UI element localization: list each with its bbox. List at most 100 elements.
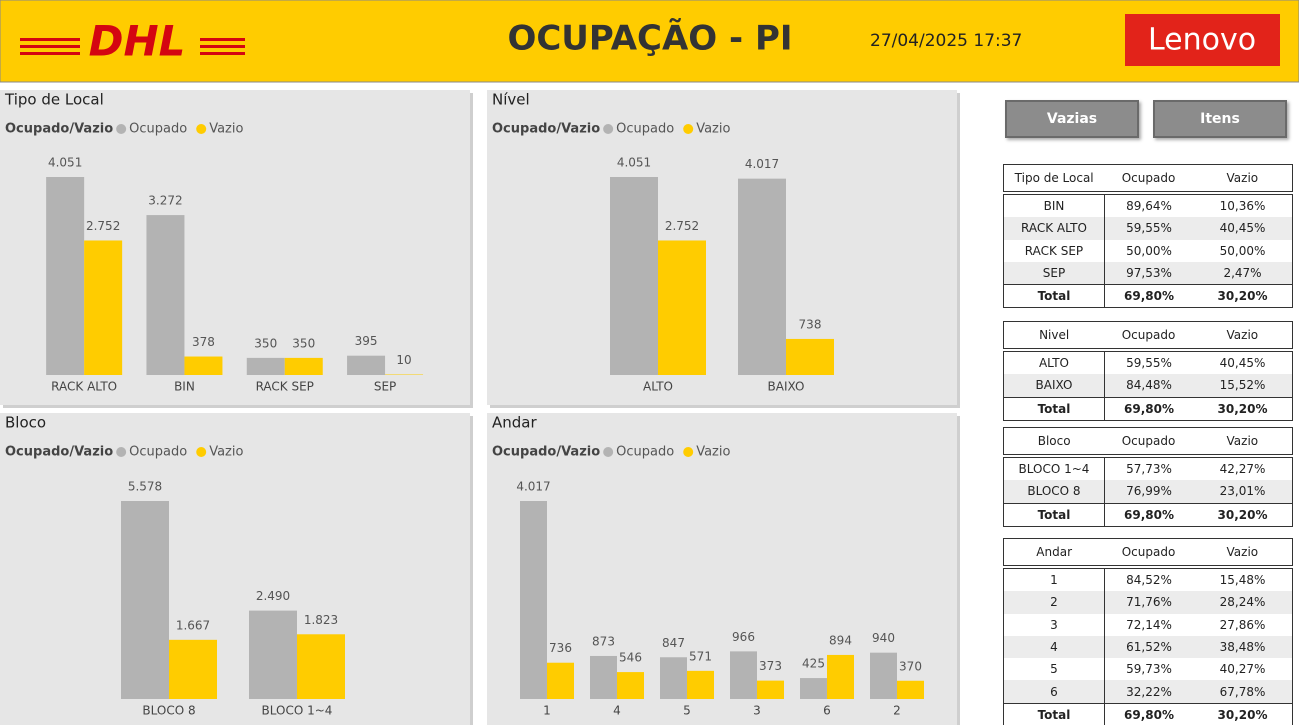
bar: [827, 654, 854, 699]
x-tick-label: BAIXO: [768, 380, 805, 394]
column-header: Ocupado: [1121, 434, 1176, 448]
table: Bloco Ocupado Vazio BLOCO 1~4 57,73% 42,27% BL…: [1003, 427, 1293, 527]
bar: [284, 357, 323, 375]
data-label: 3.272: [148, 194, 182, 208]
table-cell: 84,52%: [1103, 569, 1193, 592]
table-cell: 30,20%: [1217, 707, 1268, 722]
chart-title: Tipo de Local: [4, 91, 104, 109]
data-label: 2.752: [665, 219, 699, 233]
legend-swatch: [603, 447, 614, 457]
table-row: BLOCO 8 76,99% 23,01%: [1004, 480, 1292, 503]
bar: [297, 634, 345, 699]
legend-label: Vazio: [209, 122, 243, 137]
table: Andar Ocupado Vazio 1 84,52% 15,48% 2 71,76% 28,…: [1003, 538, 1293, 725]
column-header: Vazio: [1226, 171, 1259, 185]
x-tick-label: 4: [613, 704, 621, 718]
bar: [146, 215, 185, 375]
table-cell: BLOCO 1~4: [1018, 462, 1090, 477]
table-cell: 69,80%: [1103, 503, 1193, 526]
table-cell: Total: [1037, 707, 1071, 722]
table-cell: 59,55%: [1103, 352, 1193, 375]
column-header: Tipo de Local: [1014, 171, 1094, 185]
data-label: 5.578: [128, 480, 162, 494]
table-cell: 61,52%: [1103, 635, 1193, 659]
table-cell: 67,78%: [1219, 684, 1266, 699]
table-cell: 30,20%: [1217, 401, 1268, 416]
table-row: BIN 89,64% 10,36%: [1004, 195, 1292, 218]
table-cell: 71,76%: [1103, 591, 1193, 614]
table-cell: 30,20%: [1217, 289, 1268, 304]
legend-swatch: [116, 124, 127, 134]
table-cell: 84,48%: [1103, 374, 1193, 397]
table-cell: 50,00%: [1103, 239, 1193, 262]
column-header: Ocupado: [1121, 545, 1176, 559]
table-row: 3 72,14% 27,86%: [1004, 613, 1292, 636]
table-cell: 72,14%: [1103, 613, 1193, 636]
data-label: 1.667: [176, 618, 210, 632]
table-cell: Total: [1037, 507, 1071, 522]
table-row: 4 61,52% 38,48%: [1004, 635, 1292, 659]
table-row: ALTO 59,55% 40,45%: [1004, 352, 1292, 375]
legend-swatch: [603, 124, 614, 134]
legend-label: Ocupado: [129, 122, 187, 137]
legend-title: Ocupado/Vazio: [492, 122, 600, 137]
table-cell: 3: [1050, 617, 1058, 632]
bar: [84, 240, 123, 375]
data-label: 847: [662, 636, 685, 650]
table-header: Andar Ocupado Vazio: [1003, 538, 1293, 566]
data-label: 425: [802, 657, 825, 671]
bar: [520, 501, 547, 699]
table-row: RACK SEP 50,00% 50,00%: [1004, 239, 1292, 262]
data-label: 873: [592, 634, 615, 648]
table-cell: 59,73%: [1103, 658, 1193, 681]
column-header: Andar: [1036, 545, 1072, 559]
x-tick-label: ALTO: [643, 380, 673, 394]
bar: [870, 652, 897, 699]
table-cell: 4: [1050, 640, 1058, 655]
x-tick-label: 3: [753, 704, 761, 718]
table-cell: 40,45%: [1219, 221, 1266, 236]
bar: [610, 177, 658, 375]
bar: [786, 338, 834, 375]
table-row: RACK ALTO 59,55% 40,45%: [1004, 217, 1292, 240]
bar: [347, 355, 386, 375]
table-cell: 97,53%: [1103, 261, 1193, 285]
table-body: BLOCO 1~4 57,73% 42,27% BLOCO 8 76,99% 23,01%…: [1003, 457, 1293, 527]
table-cell: 5: [1050, 662, 1058, 677]
data-label: 4.051: [617, 156, 651, 170]
button[interactable]: Itens: [1153, 100, 1287, 138]
button[interactable]: Vazias: [1005, 100, 1139, 138]
table: Tipo de Local Ocupado Vazio BIN 89,64% 10,36%…: [1003, 164, 1293, 309]
table-cell: 76,99%: [1103, 480, 1193, 503]
bar: [169, 639, 217, 699]
table-header: Nivel Ocupado Vazio: [1003, 321, 1293, 349]
table-row: 2 71,76% 28,24%: [1004, 591, 1292, 614]
data-label: 738: [799, 317, 822, 331]
table-cell: 23,01%: [1219, 484, 1266, 499]
table-cell: 2,47%: [1223, 266, 1262, 281]
x-tick-label: RACK SEP: [256, 380, 314, 394]
data-label: 1.823: [304, 613, 338, 627]
x-tick-label: RACK ALTO: [51, 380, 117, 394]
table-cell: 2: [1050, 595, 1058, 610]
table-cell: 30,20%: [1217, 507, 1268, 522]
logo-text: Lenovo: [1148, 23, 1256, 58]
legend-swatch: [196, 124, 207, 134]
table-cell: Total: [1037, 289, 1071, 304]
table-cell: 57,73%: [1103, 458, 1193, 481]
data-label: 940: [872, 631, 895, 645]
legend-label: Vazio: [696, 122, 730, 137]
table-cell: SEP: [1042, 266, 1066, 281]
x-tick-label: BIN: [174, 380, 195, 394]
bar: [738, 178, 786, 375]
table-cell: 15,52%: [1219, 378, 1266, 393]
table-cell: 15,48%: [1219, 573, 1266, 588]
legend-swatch: [116, 447, 127, 457]
bar: [249, 610, 297, 699]
table-row: 5 59,73% 40,27%: [1004, 658, 1292, 681]
table-row: 1 84,52% 15,48%: [1004, 569, 1292, 592]
table-cell: 27,86%: [1219, 617, 1266, 632]
data-label: 4.051: [48, 156, 82, 170]
total-row: Total 69,80% 30,20%: [1004, 702, 1292, 725]
